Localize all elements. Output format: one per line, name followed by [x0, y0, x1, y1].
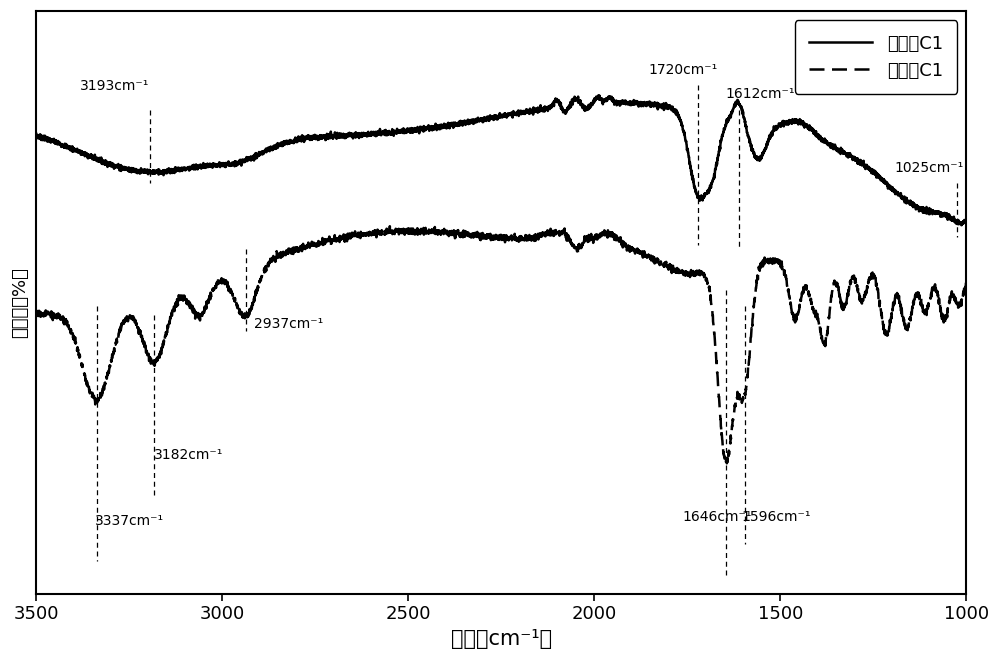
- Legend: 改性前C1, 改性后C1: 改性前C1, 改性后C1: [795, 20, 957, 94]
- 改性前C1: [724, 112, 736, 119]
- 改性后C1: [199, 305, 211, 313]
- 改性后C1: [588, 233, 600, 241]
- 改性后C1: [795, 294, 807, 302]
- 改性后C1: [725, 434, 737, 442]
- 改性后C1: [960, 282, 972, 290]
- 改性后C1: [635, 249, 647, 257]
- 改性前C1: [30, 129, 42, 137]
- Text: 1612cm⁻¹: 1612cm⁻¹: [725, 87, 795, 102]
- Text: 3182cm⁻¹: 3182cm⁻¹: [154, 448, 223, 462]
- 改性前C1: [955, 221, 967, 229]
- Text: 3193cm⁻¹: 3193cm⁻¹: [80, 79, 149, 93]
- X-axis label: 波数（cm⁻¹）: 波数（cm⁻¹）: [451, 629, 552, 649]
- 改性前C1: [795, 117, 807, 125]
- Y-axis label: 透过率（%）: 透过率（%）: [11, 267, 29, 338]
- Text: 1025cm⁻¹: 1025cm⁻¹: [894, 161, 964, 175]
- 改性前C1: [592, 92, 604, 100]
- 改性后C1: [386, 227, 398, 235]
- Text: 1646cm⁻¹: 1646cm⁻¹: [682, 510, 752, 524]
- 改性前C1: [199, 164, 211, 172]
- Text: 2937cm⁻¹: 2937cm⁻¹: [254, 317, 324, 331]
- Text: 1596cm⁻¹: 1596cm⁻¹: [742, 510, 811, 524]
- Text: 1720cm⁻¹: 1720cm⁻¹: [649, 63, 718, 77]
- 改性前C1: [588, 98, 600, 106]
- Line: 改性前C1: 改性前C1: [36, 96, 966, 225]
- Text: 3337cm⁻¹: 3337cm⁻¹: [95, 514, 164, 528]
- 改性前C1: [385, 131, 397, 139]
- Line: 改性后C1: 改性后C1: [36, 226, 966, 463]
- 改性后C1: [721, 459, 733, 467]
- 改性后C1: [30, 310, 42, 318]
- 改性后C1: [384, 222, 396, 230]
- 改性前C1: [635, 100, 647, 108]
- 改性前C1: [960, 218, 972, 226]
